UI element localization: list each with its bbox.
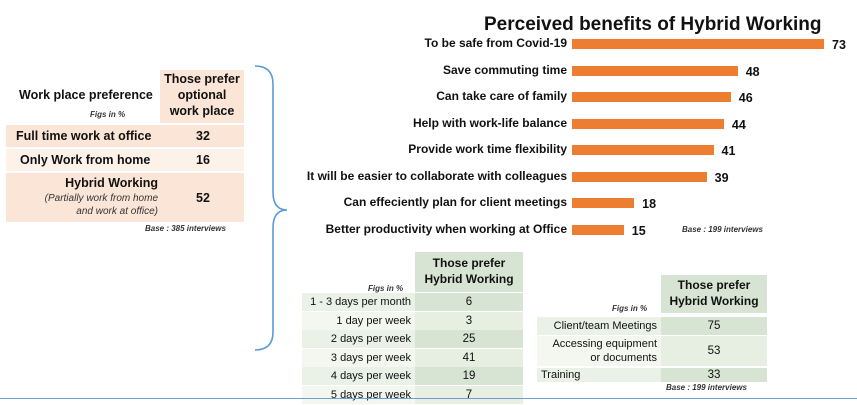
left-base-note: Base : 385 interviews bbox=[145, 224, 226, 233]
bar bbox=[572, 65, 738, 76]
days-row-value: 25 bbox=[415, 330, 523, 348]
purpose-row-label: Accessing equipment or documents bbox=[537, 336, 661, 366]
purpose-row-training: Training 33 bbox=[537, 368, 767, 382]
purpose-table-header: Those prefer Hybrid Working bbox=[661, 275, 767, 313]
bar-category-label: Better productivity when working at Offi… bbox=[325, 221, 567, 236]
days-row-value: 6 bbox=[415, 293, 523, 311]
left-figs-note: Figs in % bbox=[90, 110, 126, 119]
bar-value-label: 15 bbox=[631, 223, 646, 238]
purpose-row-value: 33 bbox=[661, 368, 767, 382]
days-row-value: 3 bbox=[415, 311, 523, 330]
left-row-value: 32 bbox=[196, 129, 210, 143]
days-table-row: 2 days per week 25 bbox=[302, 330, 523, 348]
bottom-rule bbox=[0, 398, 857, 399]
days-row-label: 4 days per week bbox=[302, 367, 415, 385]
left-table-header-label: Work place preference bbox=[19, 88, 153, 102]
bar-category-label: Help with work-life balance bbox=[412, 115, 567, 130]
left-row-home: Only Work from home 16 bbox=[6, 149, 244, 171]
days-header-line-1: Those prefer bbox=[432, 256, 506, 270]
left-row-label: Only Work from home bbox=[20, 153, 151, 167]
days-header-line-2: Hybrid Working bbox=[424, 272, 514, 286]
days-row-value: 41 bbox=[415, 348, 523, 367]
left-row-value: 52 bbox=[196, 191, 210, 205]
days-table-row: 1 - 3 days per month 6 bbox=[302, 293, 523, 311]
bar-value-label: 73 bbox=[832, 38, 846, 52]
chart-base-note: Base : 199 interviews bbox=[682, 225, 763, 234]
left-row-label: Full time work at office bbox=[16, 129, 152, 143]
left-row-sublabel: (Partially work from home bbox=[44, 193, 158, 204]
left-row-office: Full time work at office 32 bbox=[6, 125, 244, 147]
bar bbox=[572, 145, 714, 155]
bar bbox=[572, 224, 624, 235]
purpose-header-line-2: Hybrid Working bbox=[669, 294, 759, 308]
days-row-label: 5 days per week bbox=[302, 385, 415, 404]
purpose-label-line-1: Accessing equipment bbox=[552, 338, 657, 350]
days-table-header: Those prefer Hybrid Working bbox=[415, 252, 523, 292]
left-row-hybrid: Hybrid Working (Partially work from home… bbox=[6, 173, 244, 222]
purpose-base-note: Base : 199 interviews bbox=[666, 383, 747, 392]
bar-category-label: Provide work time flexibility bbox=[408, 142, 567, 156]
days-row-value: 19 bbox=[415, 367, 523, 385]
days-figs-note: Figs in % bbox=[368, 284, 404, 293]
days-row-label: 1 day per week bbox=[302, 311, 415, 330]
days-row-label: 2 days per week bbox=[302, 330, 415, 348]
purpose-row-equipment: Accessing equipment or documents 53 bbox=[537, 336, 767, 366]
left-table-header-col: Those prefer optional work place bbox=[160, 70, 244, 123]
left-header-line-1: Those prefer bbox=[164, 72, 240, 86]
bar-value-label: 44 bbox=[731, 117, 746, 132]
left-row-sublabel: and work at office) bbox=[76, 206, 158, 217]
purpose-row-label: Client/team Meetings bbox=[537, 317, 661, 335]
days-table-row: 5 days per week 7 bbox=[302, 385, 523, 404]
left-header-line-3: work place bbox=[169, 104, 235, 118]
bar-value-label: 46 bbox=[738, 91, 753, 105]
left-row-value: 16 bbox=[196, 153, 210, 167]
brace-connector bbox=[254, 65, 288, 351]
bar bbox=[572, 92, 731, 102]
bar bbox=[572, 39, 824, 49]
purpose-header-line-1: Those prefer bbox=[677, 278, 751, 292]
purpose-row-meetings: Client/team Meetings 75 bbox=[537, 317, 767, 335]
days-row-value: 7 bbox=[415, 385, 523, 404]
bar-category-label: Can effeciently plan for client meetings bbox=[343, 195, 567, 209]
days-row-label: 3 days per week bbox=[302, 348, 415, 367]
days-row-label: 1 - 3 days per month bbox=[302, 293, 415, 311]
purpose-label-line-2: or documents bbox=[590, 352, 657, 364]
bar-category-label: To be safe from Covid-19 bbox=[424, 36, 567, 50]
bar-category-label: It will be easier to collaborate with co… bbox=[306, 168, 567, 183]
chart-title: Perceived benefits of Hybrid Working bbox=[484, 14, 822, 35]
bar bbox=[572, 171, 707, 182]
purpose-row-label: Training bbox=[537, 368, 661, 382]
bar bbox=[572, 198, 635, 208]
purpose-figs-note: Figs in % bbox=[612, 304, 648, 313]
days-table-row: 1 day per week 3 bbox=[302, 311, 523, 330]
bar-category-label: Save commuting time bbox=[442, 62, 567, 77]
bar-value-label: 48 bbox=[745, 64, 760, 79]
days-table-row: 3 days per week 41 bbox=[302, 348, 523, 367]
purpose-row-value: 53 bbox=[661, 336, 767, 366]
purpose-row-value: 75 bbox=[661, 317, 767, 335]
bar bbox=[572, 118, 724, 129]
bar-value-label: 18 bbox=[642, 197, 657, 211]
left-header-line-2: optional bbox=[177, 88, 227, 102]
bar-category-label: Can take care of family bbox=[436, 89, 567, 103]
left-row-label: Hybrid Working bbox=[65, 176, 158, 190]
bar-value-label: 39 bbox=[714, 170, 729, 185]
days-table-row: 4 days per week 19 bbox=[302, 367, 523, 385]
bar-value-label: 41 bbox=[721, 144, 736, 158]
